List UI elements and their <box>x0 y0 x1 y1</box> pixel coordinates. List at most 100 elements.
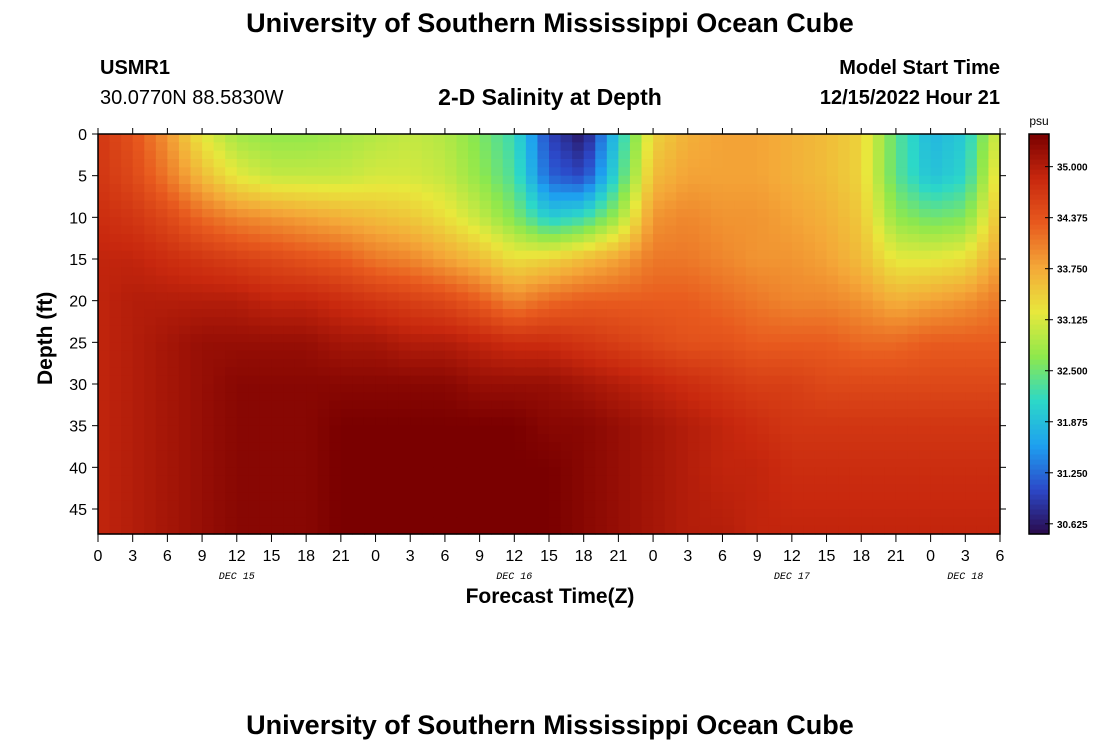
heatmap-cell <box>340 459 354 468</box>
heatmap-cell <box>641 150 654 160</box>
heatmap-cell <box>838 217 851 227</box>
heatmap-cell <box>456 500 469 510</box>
heatmap-cell <box>398 425 411 435</box>
heatmap-cell <box>410 500 423 510</box>
heatmap-cell <box>872 225 885 235</box>
heatmap-cell <box>907 417 920 427</box>
heatmap-cell <box>225 242 238 252</box>
heatmap-cell <box>155 384 168 393</box>
heatmap-cell <box>167 342 180 352</box>
heatmap-cell <box>907 292 920 302</box>
heatmap-cell <box>861 242 874 252</box>
heatmap-cell <box>757 484 770 493</box>
heatmap-cell <box>988 442 1001 452</box>
heatmap-cell <box>283 267 296 277</box>
heatmap-cell <box>595 484 608 493</box>
heatmap-cell <box>780 400 793 410</box>
heatmap-cell <box>433 209 446 218</box>
heatmap-cell <box>248 425 261 435</box>
heatmap-cell <box>988 200 1001 210</box>
heatmap-cell <box>468 509 481 518</box>
heatmap-cell <box>236 209 249 218</box>
heatmap-cell <box>375 409 388 418</box>
heatmap-cell <box>121 200 134 210</box>
heatmap-cell <box>433 492 446 502</box>
heatmap-cell <box>560 484 573 493</box>
heatmap-cell <box>676 142 689 152</box>
heatmap-cell <box>734 200 747 210</box>
heatmap-cell <box>803 350 816 360</box>
heatmap-cell <box>306 167 319 177</box>
colorbar-segment <box>1029 154 1049 160</box>
heatmap-cell <box>421 467 434 477</box>
heatmap-cell <box>895 434 909 443</box>
heatmap-cell <box>930 192 943 202</box>
heatmap-cell <box>178 192 192 202</box>
heatmap-cell <box>757 442 770 452</box>
heatmap-cell <box>687 317 700 327</box>
colorbar-segment <box>1029 324 1049 330</box>
heatmap-cell <box>618 167 631 177</box>
heatmap-cell <box>248 175 261 185</box>
heatmap-cell <box>514 317 527 327</box>
heatmap-cell <box>641 267 654 277</box>
heatmap-cell <box>583 217 596 227</box>
heatmap-cell <box>803 334 816 343</box>
heatmap-cell <box>849 150 862 160</box>
heatmap-cell <box>213 275 226 285</box>
heatmap-cell <box>98 367 111 377</box>
heatmap-cell <box>676 134 689 143</box>
heatmap-cell <box>583 367 596 377</box>
heatmap-cell <box>178 342 192 352</box>
heatmap-cell <box>965 492 978 502</box>
heatmap-cell <box>525 242 539 252</box>
heatmap-cell <box>595 334 608 343</box>
heatmap-cell <box>791 192 805 202</box>
heatmap-cell <box>283 242 296 252</box>
heatmap-cell <box>676 359 689 368</box>
date-label: DEC 18 <box>947 572 983 583</box>
heatmap-cell <box>479 317 492 327</box>
colorbar-segment <box>1029 409 1049 415</box>
heatmap-cell <box>468 159 481 168</box>
heatmap-cell <box>965 184 978 193</box>
heatmap-cell <box>803 492 816 502</box>
heatmap-cell <box>306 142 319 152</box>
heatmap-cell <box>930 492 943 502</box>
heatmap-cell <box>884 359 897 368</box>
heatmap-cell <box>583 234 596 243</box>
heatmap-cell <box>583 300 596 310</box>
heatmap-cell <box>236 184 249 193</box>
heatmap-cell <box>144 442 157 452</box>
heatmap-cell <box>618 517 631 527</box>
colorbar-tick-label: 32.500 <box>1057 367 1088 378</box>
heatmap-cell <box>849 225 862 235</box>
heatmap-cell <box>190 367 203 377</box>
heatmap-cell <box>641 192 654 202</box>
heatmap-cell <box>664 175 677 185</box>
heatmap-cell <box>942 525 955 535</box>
heatmap-cell <box>884 509 897 518</box>
heatmap-cell <box>953 334 966 343</box>
heatmap-cell <box>976 242 990 252</box>
heatmap-cell <box>965 525 978 535</box>
heatmap-cell <box>468 209 481 218</box>
heatmap-cell <box>872 342 885 352</box>
heatmap-cell <box>537 175 550 185</box>
heatmap-cell <box>549 217 562 227</box>
heatmap-cell <box>375 184 388 193</box>
heatmap-cell <box>919 175 932 185</box>
heatmap-cell <box>757 375 770 385</box>
heatmap-cell <box>306 459 319 468</box>
colorbar-segment <box>1029 429 1049 435</box>
heatmap-cell <box>202 375 215 385</box>
heatmap-cell <box>271 450 284 460</box>
heatmap-cell <box>225 284 238 293</box>
heatmap-cell <box>791 509 805 518</box>
heatmap-cell <box>514 475 527 485</box>
heatmap-cell <box>213 525 226 535</box>
heatmap-cell <box>525 200 539 210</box>
heatmap-cell <box>468 525 481 535</box>
heatmap-cell <box>537 334 550 343</box>
heatmap-cell <box>306 392 319 402</box>
